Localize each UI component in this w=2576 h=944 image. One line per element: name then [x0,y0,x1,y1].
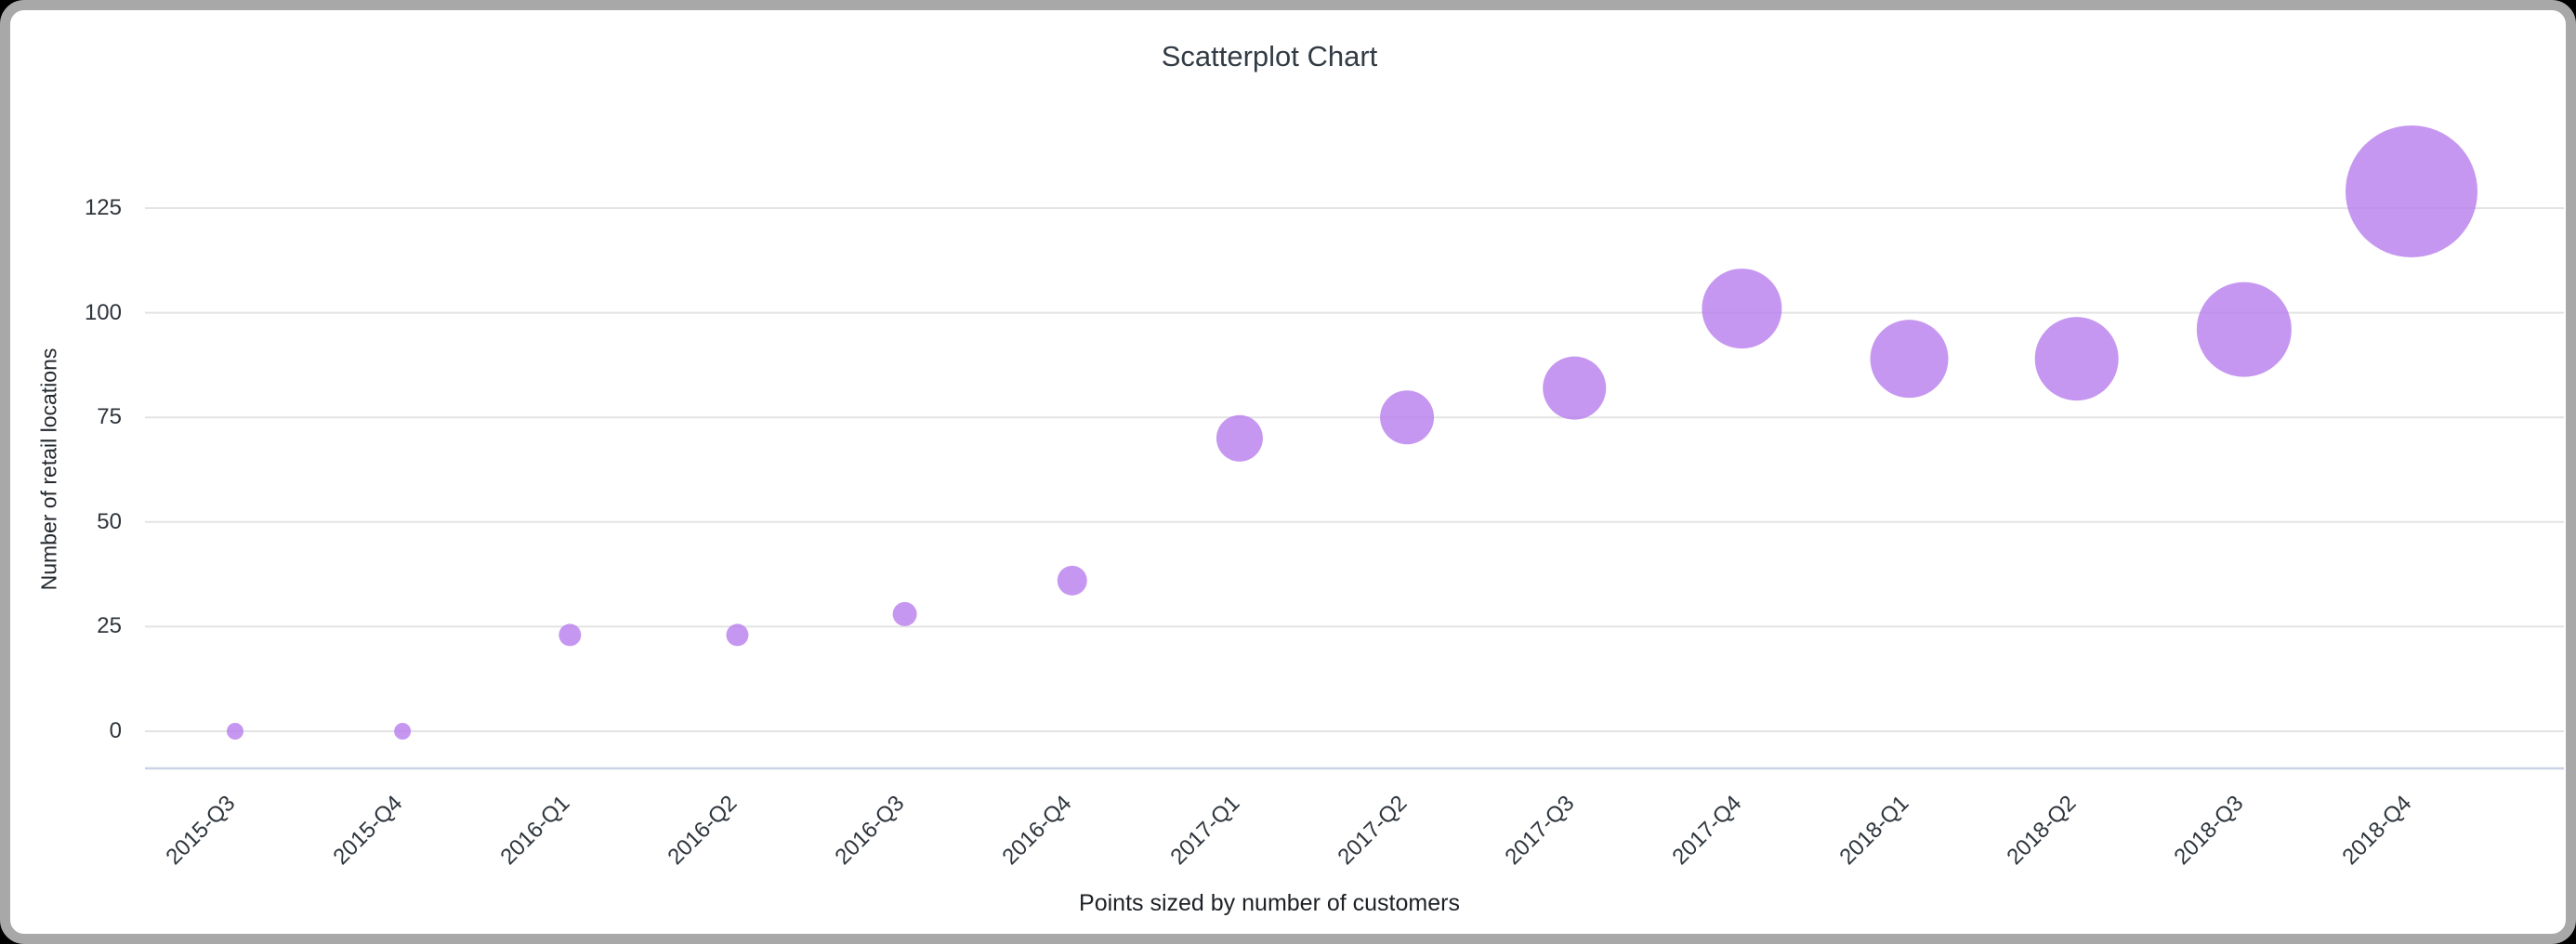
data-point[interactable] [1057,565,1087,596]
data-point[interactable] [1543,356,1607,420]
data-point[interactable] [394,723,412,740]
data-point[interactable] [1702,269,1782,349]
data-point[interactable] [227,723,243,740]
y-axis-title: Number of retail locations [36,347,61,591]
data-point[interactable] [2346,125,2477,257]
data-point[interactable] [726,623,749,647]
chart-caption: Points sized by number of customers [1079,890,1460,916]
data-point[interactable] [559,623,582,647]
data-point[interactable] [1380,390,1435,445]
data-point[interactable] [2196,282,2292,377]
y-tick-label: 125 [84,195,122,220]
y-tick-label: 25 [97,613,122,639]
y-tick-label: 100 [84,299,122,325]
data-point[interactable] [2034,317,2119,401]
y-tick-label: 50 [97,508,122,534]
plot-area [145,125,2564,770]
y-tick-label: 75 [97,404,122,430]
data-point[interactable] [1216,414,1263,462]
y-tick-label: 0 [109,718,122,743]
data-point[interactable] [892,601,917,626]
data-point[interactable] [1870,320,1949,399]
chart-title: Scatterplot Chart [1161,40,1378,72]
